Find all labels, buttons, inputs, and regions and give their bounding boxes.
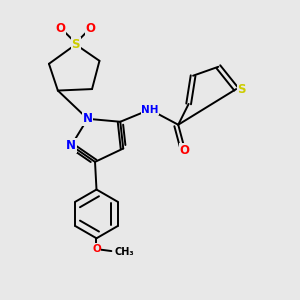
Text: NH: NH [141,105,159,115]
Text: O: O [56,22,66,34]
Text: O: O [92,244,101,254]
Text: S: S [237,82,246,96]
Text: S: S [71,38,80,51]
Text: O: O [85,22,96,34]
Text: CH₃: CH₃ [114,247,134,256]
Text: O: O [179,143,189,157]
Text: N: N [66,139,76,152]
Text: N: N [82,112,93,125]
